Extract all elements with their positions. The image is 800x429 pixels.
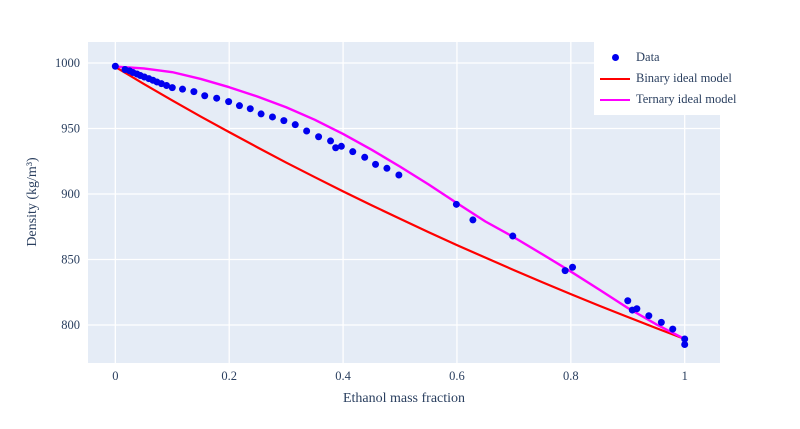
legend: Data Binary ideal model Ternary ideal mo… <box>594 42 747 115</box>
data-point <box>225 98 233 106</box>
y-tick-label: 1000 <box>55 56 80 70</box>
data-point <box>372 160 380 168</box>
ternary-line-icon <box>600 98 630 101</box>
data-point <box>280 117 288 125</box>
ternary-ideal-model-line <box>115 65 686 341</box>
legend-item-ternary-model[interactable]: Ternary ideal model <box>600 89 736 110</box>
y-tick-label: 950 <box>61 121 80 135</box>
y-axis-title: Density (kg/m³) <box>25 157 40 247</box>
data-point <box>633 305 641 313</box>
data-point <box>213 94 221 102</box>
data-point <box>349 148 357 156</box>
data-point <box>168 84 176 92</box>
data-point <box>332 144 340 152</box>
x-tick-label: 0.2 <box>221 369 237 383</box>
data-point <box>509 232 517 240</box>
binary-ideal-model-line <box>114 65 686 341</box>
data-point <box>246 105 254 113</box>
y-tick-label: 850 <box>61 252 80 266</box>
data-point <box>257 110 265 118</box>
binary-line-icon <box>600 77 630 80</box>
legend-item-data[interactable]: Data <box>600 47 736 68</box>
data-point <box>268 113 276 121</box>
data-point <box>469 216 477 224</box>
legend-label-ternary-model: Ternary ideal model <box>636 92 737 106</box>
data-point <box>190 88 198 96</box>
data-point <box>395 171 403 179</box>
data-point <box>669 325 677 333</box>
y-tick-label: 800 <box>61 318 80 332</box>
data-point <box>315 133 323 141</box>
legend-item-binary-model[interactable]: Binary ideal model <box>600 68 736 89</box>
data-point <box>235 102 243 110</box>
x-tick-label: 0.8 <box>563 369 579 383</box>
data-point <box>337 142 345 150</box>
x-tick-label: 0 <box>112 369 118 383</box>
legend-label-data: Data <box>636 50 660 64</box>
data-point <box>361 153 369 161</box>
data-point <box>201 92 209 100</box>
x-tick-label: 0.4 <box>335 369 351 383</box>
x-axis-title: Ethanol mass fraction <box>342 391 466 406</box>
x-tick-label: 0.6 <box>449 369 465 383</box>
data-marker-icon <box>600 54 630 61</box>
data-point <box>681 341 689 349</box>
y-tick-label: 900 <box>61 187 80 201</box>
data-point <box>179 85 187 93</box>
data-point <box>569 263 577 271</box>
data-point <box>624 297 632 305</box>
x-tick-label: 1 <box>682 369 688 383</box>
data-point <box>452 200 460 208</box>
data-point <box>163 81 171 89</box>
data-point <box>657 318 665 326</box>
data-point <box>327 137 335 145</box>
legend-label-binary-model: Binary ideal model <box>636 71 732 85</box>
data-point <box>291 121 299 129</box>
data-point <box>681 335 689 343</box>
data-point <box>303 127 311 135</box>
data-point <box>383 164 391 172</box>
data-point <box>645 312 653 320</box>
data-point <box>561 267 569 275</box>
data-point <box>111 62 119 70</box>
